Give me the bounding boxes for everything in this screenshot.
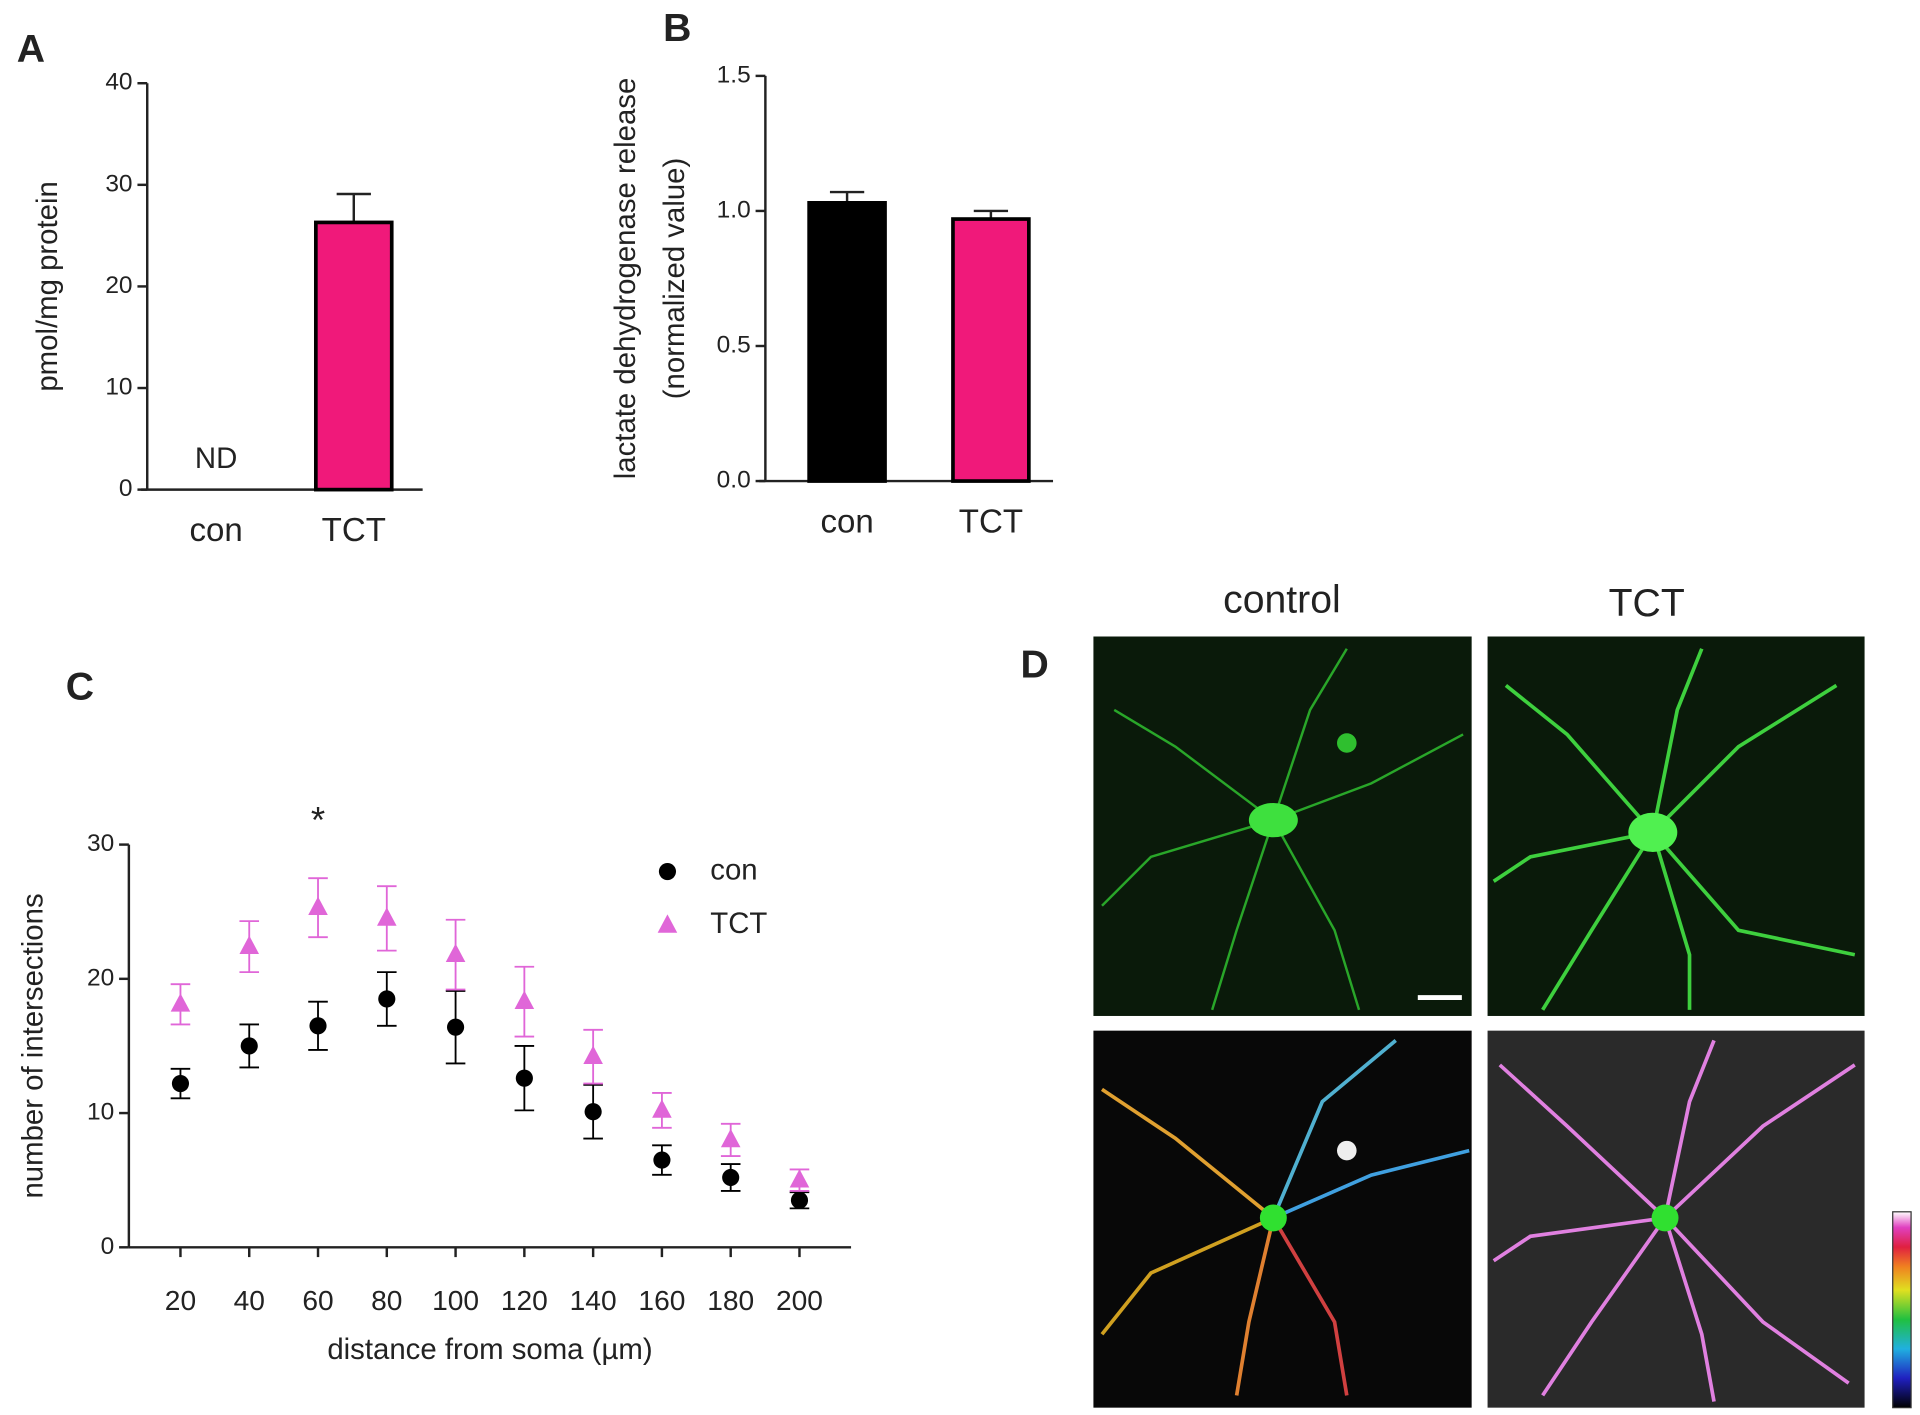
x-tick-label: con [820, 504, 873, 541]
color-bar [1892, 1211, 1912, 1409]
x-tick-label: 180 [707, 1285, 754, 1316]
panel-label: A [17, 28, 45, 71]
data-point [653, 1151, 671, 1169]
data-point [790, 1191, 809, 1209]
x-tick-label: 140 [570, 1285, 617, 1316]
legend-label: con [710, 853, 757, 886]
data-point [722, 1168, 740, 1187]
data-point [652, 1099, 672, 1118]
x-tick-label: 200 [776, 1285, 823, 1316]
data-point [447, 1018, 465, 1036]
image-title: TCT [1609, 582, 1685, 625]
legend-marker [657, 914, 678, 933]
data-point [789, 1169, 810, 1188]
panel-label: C [66, 665, 94, 708]
x-tick-label: TCT [322, 512, 386, 549]
y-tick-label: 30 [105, 170, 132, 197]
data-point [170, 993, 191, 1012]
y-tick-label: 1.0 [717, 196, 751, 223]
y-axis-title: number of intersections [16, 893, 49, 1198]
panel-label: D [1021, 643, 1049, 686]
y-tick-label: 10 [87, 1099, 114, 1126]
data-point [308, 896, 328, 916]
data-point [240, 1037, 258, 1055]
x-tick-label: 100 [432, 1285, 479, 1316]
data-point [309, 1017, 327, 1035]
y-tick-label: 0.0 [717, 467, 751, 494]
annotation: * [311, 799, 325, 840]
y-axis-title: lactate dehydrogenase release [609, 78, 642, 480]
data-point [515, 1069, 533, 1087]
x-tick-label: TCT [959, 504, 1023, 541]
data-point [584, 1103, 602, 1121]
bar [807, 201, 887, 483]
data-point [583, 1045, 603, 1065]
x-tick-label: 80 [371, 1285, 402, 1316]
data-point [171, 1074, 190, 1093]
legend-marker [658, 862, 677, 881]
data-point [239, 935, 260, 954]
x-tick-label: 160 [638, 1285, 685, 1316]
data-point [720, 1128, 741, 1148]
x-tick-label: 120 [501, 1285, 548, 1316]
x-tick-label: 60 [302, 1285, 333, 1316]
panel-label: B [663, 7, 691, 50]
y-tick-label: 20 [105, 272, 132, 299]
y-tick-label: 0 [119, 475, 133, 502]
micrograph [1093, 1030, 1472, 1408]
y-tick-label: 10 [105, 373, 132, 400]
micrograph [1093, 636, 1472, 1016]
legend-label: TCT [710, 907, 767, 940]
bar [314, 220, 394, 492]
micrograph [1487, 1030, 1865, 1408]
y-tick-label: 1.5 [717, 61, 751, 88]
data-point [445, 943, 466, 963]
x-tick-label: con [189, 512, 242, 549]
y-axis-title: (normalized value) [658, 158, 691, 400]
value-label: ND [195, 442, 237, 475]
y-tick-label: 0.5 [717, 331, 751, 358]
data-point [377, 907, 397, 926]
x-axis-title: distance from soma (µm) [327, 1333, 652, 1366]
y-axis-title: pmol/mg protein [31, 181, 64, 392]
image-title: control [1223, 579, 1341, 622]
bar [951, 217, 1031, 483]
y-tick-label: 30 [87, 830, 114, 857]
micrograph [1487, 636, 1865, 1016]
y-tick-label: 20 [87, 964, 114, 991]
x-tick-label: 40 [234, 1285, 265, 1316]
data-point [514, 990, 535, 1009]
y-tick-label: 0 [101, 1233, 115, 1260]
y-tick-label: 40 [105, 69, 132, 96]
data-point [378, 990, 396, 1008]
x-tick-label: 20 [165, 1285, 196, 1316]
